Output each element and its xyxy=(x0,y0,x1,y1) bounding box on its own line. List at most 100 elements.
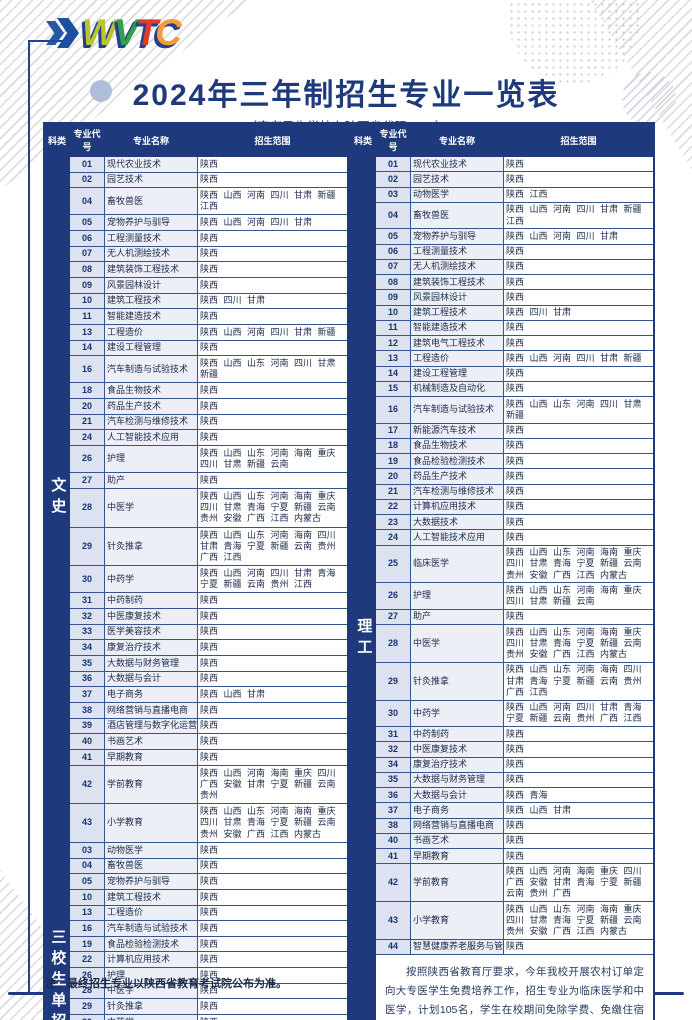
admission-scope: 陕西 xyxy=(503,483,655,500)
logo-letter: C xyxy=(155,12,182,53)
chevron-right-icon xyxy=(57,18,79,48)
admission-scope: 陕西 xyxy=(503,498,655,516)
major-code: 41 xyxy=(375,847,411,865)
major-code: 30 xyxy=(69,565,105,594)
major-name: 电子商务 xyxy=(104,686,198,703)
major-code: 19 xyxy=(69,935,105,953)
admission-scope: 陕西 xyxy=(503,832,655,850)
major-code: 23 xyxy=(375,513,411,531)
table-row: 08 建筑装饰工程技术 陕西 xyxy=(350,273,655,291)
admission-scope: 陕西 山西 河南 四川 甘肃 xyxy=(197,214,349,232)
major-code: 02 xyxy=(69,171,105,189)
admission-scope: 陕西 xyxy=(503,771,655,789)
table-row: 13 工程造价 陕西 xyxy=(44,904,349,922)
major-name: 动物医学 xyxy=(104,841,198,859)
major-code: 06 xyxy=(375,243,411,260)
notice-cell: 按照陕西省教育厅要求，今年我校开展农村订单定向大专医学生免费培养工作，招生专业为… xyxy=(375,954,655,1020)
major-code: 40 xyxy=(375,832,411,850)
table-row: 24 人工智能技术应用 陕西 xyxy=(44,429,349,446)
major-code: 10 xyxy=(69,292,105,310)
major-name: 助产 xyxy=(410,608,504,626)
major-code: 07 xyxy=(69,245,105,263)
admission-scope: 陕西 xyxy=(503,529,655,546)
major-name: 工程造价 xyxy=(104,323,198,341)
table-row: 31 中药制药 陕西 xyxy=(44,592,349,610)
major-name: 汽车制造与试验技术 xyxy=(410,396,504,424)
table-row: 21 汽车检测与维修技术 陕西 xyxy=(350,483,655,500)
major-name: 小学教育 xyxy=(410,901,504,940)
major-code: 32 xyxy=(375,741,411,758)
major-code: 21 xyxy=(375,483,411,500)
admission-scope: 陕西 山西 山东 河南 四川 甘肃 新疆 xyxy=(503,396,655,424)
major-code: 28 xyxy=(375,624,411,663)
major-code: 43 xyxy=(69,803,105,843)
column-header: 专业名称 xyxy=(410,122,504,157)
major-name: 针灸推拿 xyxy=(104,998,198,1016)
major-name: 中医康复技术 xyxy=(410,741,504,758)
major-name: 宠物养护与驯导 xyxy=(104,873,198,890)
major-code: 07 xyxy=(375,258,411,276)
admission-scope: 陕西 xyxy=(197,655,349,672)
table-row: 10 建筑工程技术 陕西 四川 甘肃 xyxy=(44,292,349,310)
major-name: 宠物养护与驯导 xyxy=(410,228,504,245)
major-name: 临床医学 xyxy=(410,544,504,584)
major-name: 现代农业技术 xyxy=(410,155,504,173)
major-code: 03 xyxy=(69,841,105,859)
table-row: 21 汽车检测与维修技术 陕西 xyxy=(44,413,349,431)
admission-scope: 陕西 xyxy=(197,873,349,890)
major-name: 汽车制造与试验技术 xyxy=(104,355,198,384)
major-name: 中药制药 xyxy=(104,592,198,610)
major-name: 药品生产技术 xyxy=(104,398,198,415)
major-name: 工程造价 xyxy=(410,350,504,367)
admission-scope: 陕西 四川 甘肃 xyxy=(197,292,349,310)
table-row: 16 汽车制造与试验技术 陕西 山西 山东 河南 四川 甘肃 新疆 xyxy=(44,355,349,384)
major-code: 42 xyxy=(375,863,411,902)
table-row: 14 建设工程管理 陕西 xyxy=(350,365,655,382)
admission-scope: 陕西 xyxy=(197,1014,349,1020)
major-code: 01 xyxy=(375,155,411,173)
table-row: 13 工程造价 陕西 山西 河南 四川 甘肃 新疆 xyxy=(350,350,655,367)
major-code: 02 xyxy=(375,171,411,188)
footnote: 注：最终招生专业以陕西省教育考试院公布为准。 xyxy=(45,978,287,990)
admission-scope: 陕西 山西 甘肃 xyxy=(197,686,349,703)
major-name: 工程测量技术 xyxy=(104,230,198,247)
major-name: 大数据与财务管理 xyxy=(104,655,198,672)
table-row: 30 中药学 陕西 山西 河南 四川 甘肃 青海 宁夏 新疆 云南 贵州 广西 江西 xyxy=(350,699,655,727)
major-code: 35 xyxy=(69,655,105,672)
table-row: 文史 01 现代农业技术 陕西 xyxy=(43,156,349,843)
major-name: 工程造价 xyxy=(104,904,198,922)
major-name: 康复治疗技术 xyxy=(410,756,504,773)
major-code: 08 xyxy=(69,261,105,279)
admission-scope: 陕西 xyxy=(503,452,655,470)
major-name: 针灸推拿 xyxy=(410,661,504,701)
logo-letter: W xyxy=(82,12,117,53)
category-label: 理工 xyxy=(355,617,373,660)
table-row: 32 中医康复技术 陕西 xyxy=(350,741,655,758)
major-name: 畜牧兽医 xyxy=(104,187,198,216)
table-row: 41 早期教育 陕西 xyxy=(44,748,349,766)
major-name: 无人机测绘技术 xyxy=(104,245,198,263)
table-row: 44 智慧健康养老服务与管理 陕西 xyxy=(350,938,655,956)
major-name: 中医康复技术 xyxy=(104,608,198,625)
admission-scope: 陕西 xyxy=(197,156,349,173)
admission-scope: 陕西 山西 山东 河南 四川 甘肃 新疆 xyxy=(197,355,349,384)
major-code: 25 xyxy=(375,544,411,584)
major-code: 03 xyxy=(375,186,411,203)
admission-scope: 陕西 xyxy=(197,748,349,766)
admission-scope: 陕西 xyxy=(197,398,349,415)
major-name: 智能建造技术 xyxy=(104,308,198,325)
admission-scope: 陕西 xyxy=(197,230,349,247)
major-code: 42 xyxy=(69,764,105,805)
major-name: 现代农业技术 xyxy=(104,156,198,173)
major-code: 13 xyxy=(69,323,105,341)
major-code: 09 xyxy=(69,277,105,294)
admission-scope: 陕西 山西 河南 四川 甘肃 xyxy=(503,228,655,245)
admission-scope: 陕西 xyxy=(197,277,349,294)
major-name: 学前教育 xyxy=(104,764,198,805)
major-name: 大数据与财务管理 xyxy=(410,771,504,789)
admission-scope: 陕西 山西 河南 海南 重庆 四川 广西 安徽 甘肃 青海 宁夏 新疆 云南 贵… xyxy=(503,863,655,902)
admission-scope: 陕西 xyxy=(503,938,655,956)
major-code: 39 xyxy=(69,717,105,735)
admission-scope: 陕西 xyxy=(503,380,655,398)
